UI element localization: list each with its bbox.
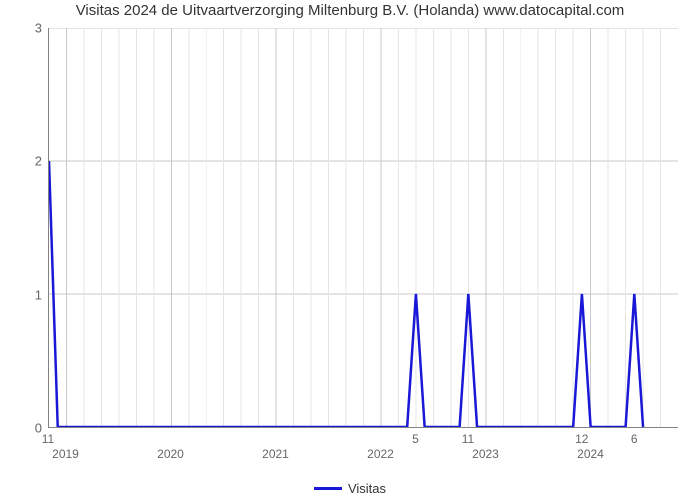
legend-label: Visitas [348,481,386,496]
plot-area [48,28,678,428]
y-tick-label: 1 [12,287,42,302]
x-sub-tick-label: 11 [462,432,474,446]
x-year-tick-label: 2024 [577,447,604,461]
chart-title: Visitas 2024 de Uitvaartverzorging Milte… [0,2,700,19]
x-sub-tick-label: 11 [42,432,54,446]
x-year-tick-label: 2020 [157,447,184,461]
x-year-tick-label: 2023 [472,447,499,461]
x-year-tick-label: 2021 [262,447,289,461]
y-tick-label: 2 [12,154,42,169]
legend-swatch [314,487,342,490]
y-tick-label: 3 [12,21,42,36]
legend: Visitas [0,480,700,496]
data-line-svg [49,28,678,427]
visits-chart: Visitas 2024 de Uitvaartverzorging Milte… [0,0,700,500]
x-sub-tick-label: 6 [631,432,638,446]
x-sub-tick-label: 12 [575,432,588,446]
x-sub-tick-label: 5 [412,432,419,446]
x-year-tick-label: 2022 [367,447,394,461]
y-tick-label: 0 [12,421,42,436]
x-year-tick-label: 2019 [52,447,79,461]
